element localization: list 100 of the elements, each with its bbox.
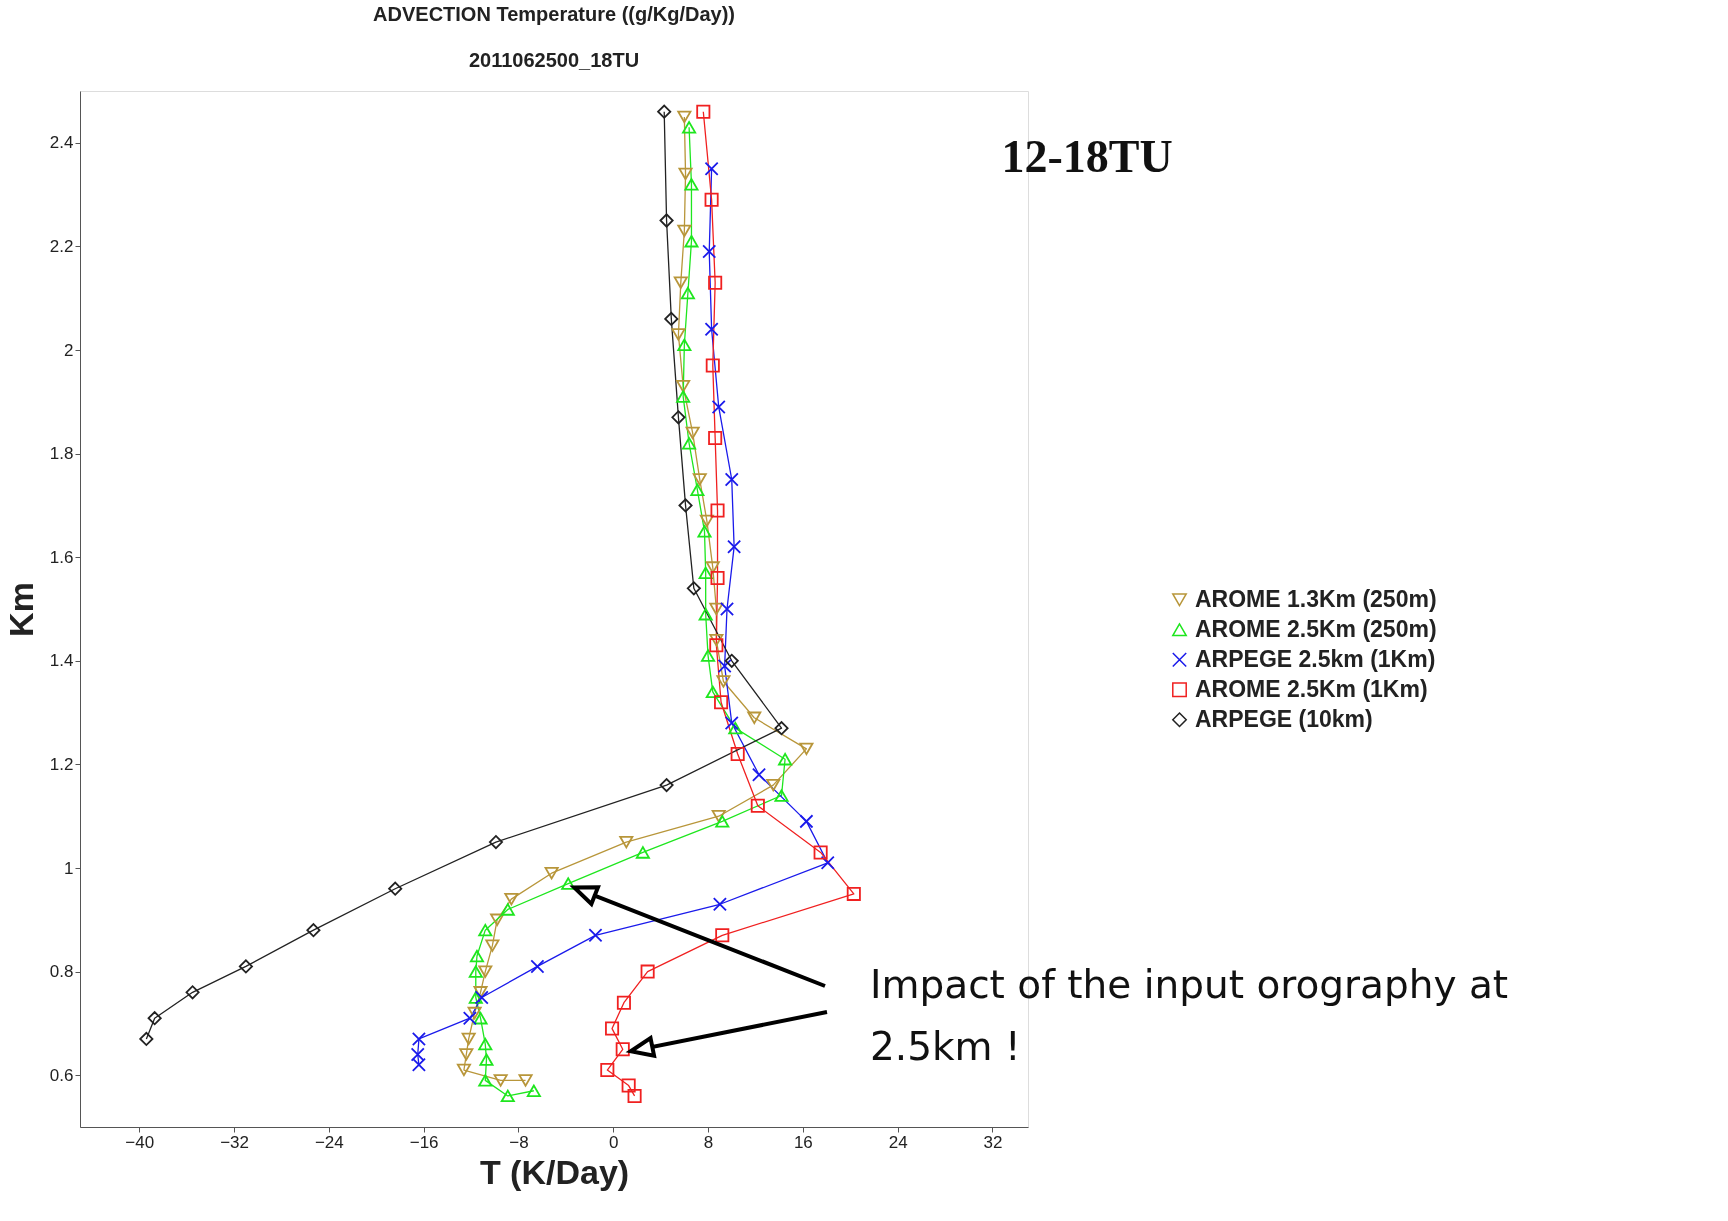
point (697, 525, 712, 538)
point (724, 472, 739, 487)
y-tick-label: 1.4 (49, 651, 74, 671)
x-tick-label: −24 (314, 1132, 344, 1152)
point (640, 964, 655, 979)
point (619, 835, 634, 849)
point (690, 483, 705, 497)
chart-title: ADVECTION Temperature ((g/Kg/Day)) (373, 3, 735, 25)
point (588, 928, 603, 943)
chart-subtitle: 2011062500_18TU (468, 49, 640, 71)
point (704, 322, 719, 337)
point (799, 814, 814, 829)
point (459, 1048, 474, 1061)
point (139, 1031, 154, 1046)
x-tick-label: 24 (888, 1132, 908, 1152)
point (561, 877, 576, 890)
y-axis-title: Km (1, 582, 40, 637)
point (710, 570, 725, 585)
y-tick-label: 0.8 (49, 962, 74, 982)
point (615, 1042, 630, 1057)
point (657, 104, 672, 119)
point (705, 358, 720, 373)
point (544, 866, 559, 880)
point (750, 798, 765, 813)
point (627, 1088, 642, 1103)
point (701, 649, 716, 662)
point (530, 959, 545, 974)
point (751, 767, 767, 782)
point (680, 286, 695, 300)
point (705, 561, 720, 574)
point (238, 959, 253, 974)
point (708, 431, 723, 446)
point (711, 810, 726, 823)
point (714, 695, 729, 710)
point (698, 566, 713, 579)
point (474, 990, 489, 1005)
point (677, 224, 692, 238)
point (616, 995, 631, 1010)
point (696, 104, 711, 119)
point (778, 753, 793, 766)
legend-label: AROME 2.5Km (250m) (1195, 615, 1437, 642)
point (500, 903, 515, 916)
point (724, 715, 739, 730)
point (676, 390, 691, 403)
point (388, 881, 403, 896)
point (478, 1037, 493, 1051)
point (493, 1074, 508, 1087)
point (684, 235, 699, 248)
annotation: 12-18TU (1001, 131, 1173, 182)
point (479, 1053, 494, 1066)
point (698, 607, 713, 621)
y-tick-label: 1 (64, 858, 74, 878)
point (704, 192, 719, 207)
point (678, 498, 693, 513)
point (478, 1074, 493, 1087)
point (709, 633, 724, 647)
x-tick-label: 16 (793, 1132, 813, 1152)
point (671, 410, 686, 425)
point (702, 244, 717, 259)
point (468, 991, 483, 1004)
point (468, 965, 483, 978)
x-tick-label: −40 (125, 1132, 155, 1152)
point (673, 276, 688, 289)
point (727, 539, 742, 554)
point (462, 1011, 477, 1026)
x-tick-label: 0 (609, 1132, 619, 1152)
point (692, 473, 707, 486)
point (306, 923, 321, 938)
x-tick-label: 32 (983, 1132, 1003, 1152)
point (518, 1074, 533, 1087)
point (485, 939, 500, 952)
point (846, 886, 861, 901)
point (410, 1047, 425, 1062)
point (635, 846, 650, 859)
annotation: Impact of the input orography at 2.5km ! (870, 962, 1509, 1069)
point (682, 121, 697, 134)
point (469, 949, 484, 963)
point (411, 1031, 426, 1046)
point (705, 685, 720, 699)
point (766, 778, 781, 792)
y-tick-label: 1.8 (49, 444, 74, 464)
point (185, 985, 200, 1000)
point (799, 742, 814, 756)
point (708, 275, 723, 290)
point (686, 581, 701, 596)
point (456, 1063, 471, 1077)
point (677, 110, 692, 124)
point (712, 897, 727, 912)
point (728, 721, 743, 735)
x-tick-label: −32 (220, 1132, 249, 1152)
point (709, 638, 724, 653)
y-tick-label: 1.6 (49, 547, 74, 567)
point (147, 1011, 162, 1026)
point (621, 1078, 636, 1093)
y-tick-label: 1.2 (49, 754, 74, 774)
point (747, 711, 762, 724)
point (717, 658, 732, 673)
point (671, 328, 686, 341)
x-tick-label: 8 (703, 1132, 714, 1152)
point (709, 602, 724, 616)
